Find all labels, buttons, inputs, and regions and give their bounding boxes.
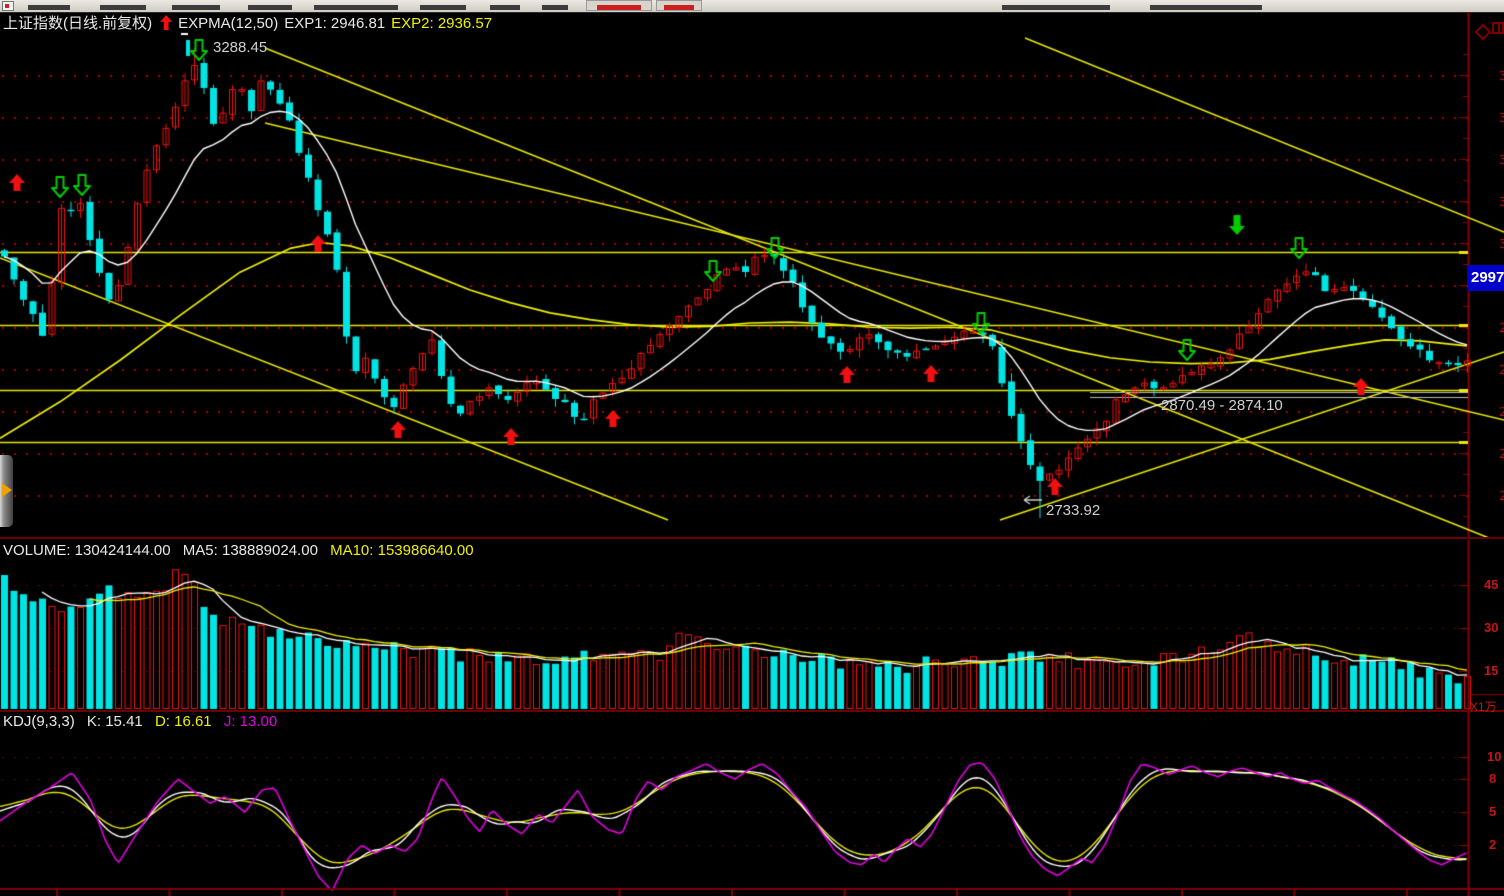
volume-value: VOLUME: 130424144.00 bbox=[3, 542, 171, 559]
menu-item-truncated[interactable] bbox=[314, 5, 398, 10]
volume-axis-tick: 45 bbox=[1484, 577, 1499, 592]
volume-ma10-value: MA10: 153986640.00 bbox=[330, 542, 474, 559]
menu-item-truncated[interactable] bbox=[248, 5, 292, 10]
menu-item-truncated[interactable] bbox=[420, 5, 466, 10]
menu-item-truncated[interactable] bbox=[1150, 5, 1262, 10]
menu-item-truncated[interactable] bbox=[542, 5, 568, 10]
symbol-title: 上证指数(日线.前复权) bbox=[3, 15, 153, 32]
panel-separator bbox=[0, 537, 1504, 539]
chart-header: 上证指数(日线.前复权) EXPMA(12,50) EXP1: 2946.81 EXP… bbox=[3, 15, 498, 32]
kdj-d-value: D: 16.61 bbox=[154, 713, 212, 730]
volume-chart[interactable] bbox=[0, 540, 1504, 711]
menu-item-truncated[interactable] bbox=[100, 5, 146, 10]
main-price-chart[interactable] bbox=[0, 12, 1504, 537]
exp2-value: EXP2: 2936.57 bbox=[391, 15, 493, 32]
kdj-axis-tick: 8 bbox=[1489, 771, 1497, 786]
volume-axis-unit: X1万 bbox=[1470, 700, 1497, 714]
menu-item-truncated[interactable] bbox=[28, 5, 70, 10]
menu-item-truncated[interactable] bbox=[490, 5, 520, 10]
menu-item-truncated[interactable] bbox=[172, 5, 220, 10]
toolbar-button-red[interactable] bbox=[656, 0, 702, 11]
kdj-axis-tick: 10 bbox=[1487, 749, 1502, 764]
panel-separator bbox=[0, 710, 1504, 712]
low-price-label: 2733.92 bbox=[1046, 502, 1101, 519]
indicator-name: EXPMA(12,50) bbox=[178, 15, 279, 32]
sidebar-expander-handle[interactable] bbox=[0, 455, 13, 527]
volume-axis-tick: 15 bbox=[1484, 663, 1499, 678]
up-arrow-icon bbox=[160, 15, 173, 30]
volume-ma5-value: MA5: 138889024.00 bbox=[182, 542, 318, 559]
kdj-axis-tick: 2 bbox=[1489, 837, 1497, 852]
peak-price-label: 3288.45 bbox=[213, 39, 268, 56]
expand-triangle-icon bbox=[2, 483, 12, 497]
kdj-j-value: J: 13.00 bbox=[223, 713, 278, 730]
range-price-label: 2870.49 - 2874.10 bbox=[1161, 397, 1283, 414]
volume-header: VOLUME: 130424144.00 MA5: 138889024.00 M… bbox=[3, 542, 474, 559]
toolbar-button-red[interactable] bbox=[586, 0, 652, 11]
kdj-k-value: K: 15.41 bbox=[86, 713, 143, 730]
kdj-title: KDJ(9,3,3) bbox=[3, 713, 75, 730]
app-logo-icon[interactable] bbox=[2, 1, 14, 11]
menu-item-truncated[interactable] bbox=[1002, 5, 1110, 10]
kdj-chart[interactable] bbox=[0, 712, 1504, 896]
current-price-tag: 2997 bbox=[1468, 265, 1504, 291]
kdj-header: KDJ(9,3,3) K: 15.41 D: 16.61 J: 13.00 bbox=[3, 713, 277, 730]
split-window-icon[interactable] bbox=[1492, 22, 1504, 34]
kdj-axis-tick: 5 bbox=[1489, 804, 1497, 819]
exp1-value: EXP1: 2946.81 bbox=[284, 15, 386, 32]
volume-axis-tick: 30 bbox=[1484, 620, 1499, 635]
